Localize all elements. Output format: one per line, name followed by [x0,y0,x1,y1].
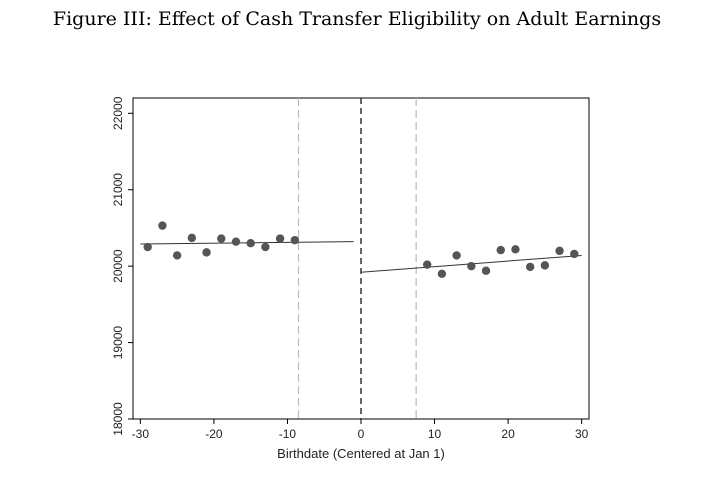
data-point [496,245,505,255]
reference-lines [297,98,417,419]
data-point [540,261,550,270]
y-tick-label: 18000 [111,402,125,436]
x-axis-title: Birthdate (Centered at Jan 1) [277,446,445,461]
x-tick-label: -30 [132,427,150,441]
data-point [261,242,270,252]
data-point [143,242,152,252]
y-tick-label: 20000 [111,249,125,283]
data-point [481,266,491,275]
y-tick-label: 22000 [111,96,125,130]
data-points [143,221,579,278]
y-axis: 18000 19000 20000 21000 22000 [111,96,133,436]
data-point [467,261,476,271]
data-point [570,249,579,259]
x-tick-label: 20 [501,427,515,441]
data-point [172,251,182,260]
data-point [555,246,564,256]
data-point [437,269,447,278]
x-tick-label: -10 [279,427,297,441]
data-point [290,235,300,245]
x-tick-label: 30 [575,427,589,441]
data-point [187,233,197,243]
data-point [525,262,535,272]
data-point [217,234,226,243]
y-tick-label: 21000 [111,173,125,207]
data-point [275,234,285,243]
data-point [202,248,211,257]
data-point [452,251,461,260]
x-tick-label: -20 [205,427,223,441]
y-tick-label: 19000 [111,326,125,360]
x-tick-label: 0 [358,427,365,441]
data-point [511,245,520,254]
data-point [231,237,241,246]
data-point [422,260,432,269]
figure-title: Figure III: Effect of Cash Transfer Elig… [52,8,662,30]
x-axis: -30 -20 -10 0 10 20 30 [132,419,589,441]
data-point [158,221,167,230]
x-tick-label: 10 [428,427,442,441]
data-point [246,239,255,248]
